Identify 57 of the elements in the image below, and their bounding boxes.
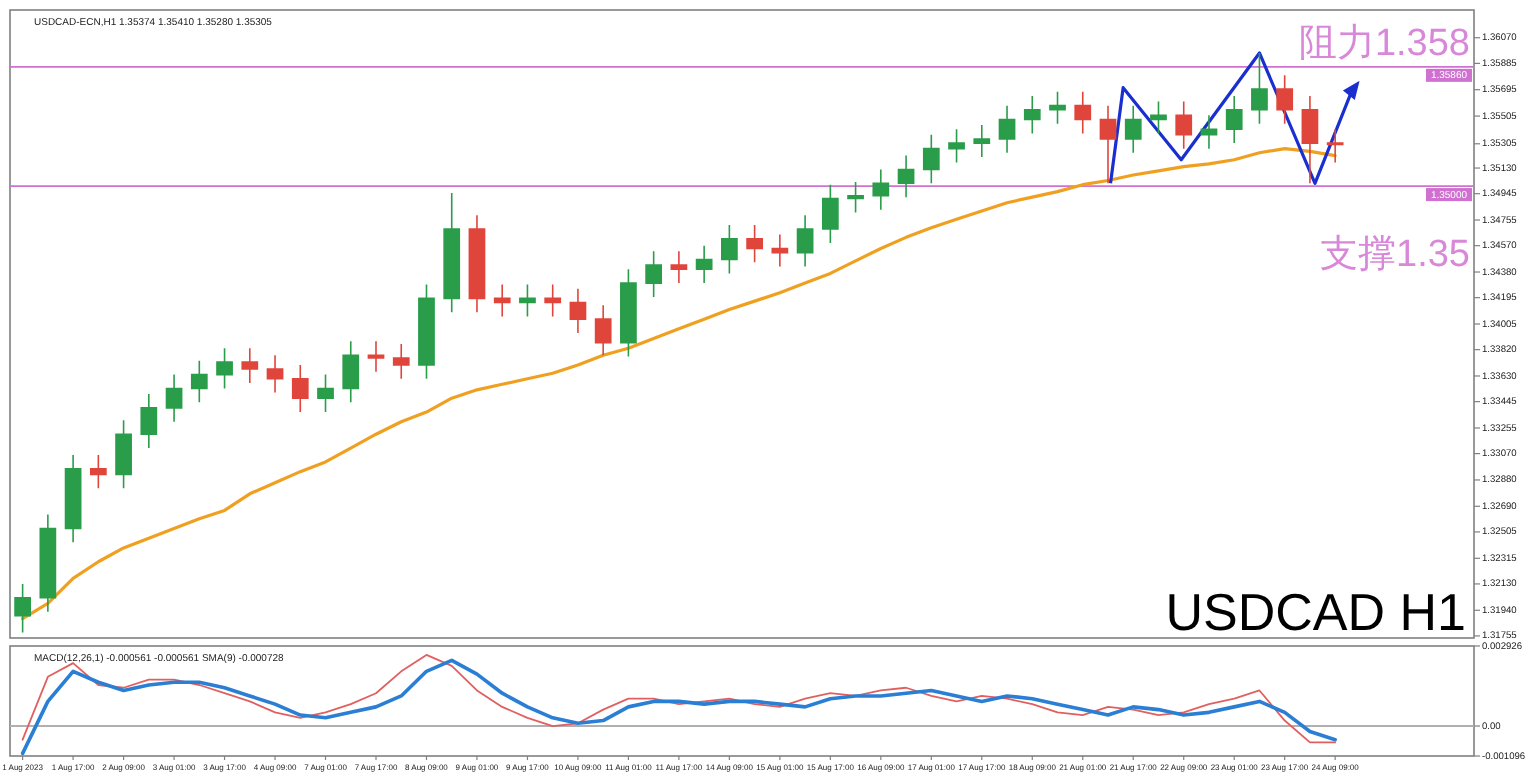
- candlestick: [948, 128, 965, 164]
- candlestick: [165, 373, 183, 423]
- candlestick: [1099, 104, 1117, 185]
- candlestick: [39, 513, 57, 613]
- candlestick: [821, 183, 839, 244]
- candlestick: [796, 214, 814, 268]
- candlestick: [1276, 74, 1294, 125]
- candlestick: [973, 124, 991, 158]
- candlestick: [695, 244, 713, 284]
- candlestick: [418, 283, 435, 380]
- candlestick: [670, 250, 688, 284]
- candlestick: [190, 359, 208, 404]
- candlestick: [519, 283, 536, 318]
- line-series: [21, 654, 1337, 744]
- candlestick: [1301, 95, 1319, 185]
- annotation: 阻力1.358: [1298, 22, 1470, 65]
- candlestick: [569, 287, 587, 334]
- candlestick: [367, 340, 385, 373]
- candlestick: [721, 224, 738, 275]
- candlestick: [1124, 104, 1142, 154]
- candlestick: [1326, 128, 1344, 164]
- candlestick: [1150, 100, 1167, 135]
- candlestick: [493, 283, 511, 318]
- candlestick: [216, 347, 233, 390]
- candlestick: [266, 354, 284, 394]
- candlestick: [645, 250, 663, 298]
- candlestick: [392, 343, 410, 380]
- annotation: USDCAD H1: [1165, 582, 1466, 642]
- candlestick: [922, 133, 940, 185]
- candlestick: [115, 419, 132, 490]
- candlestick: [1225, 95, 1243, 144]
- candlestick: [317, 373, 334, 413]
- candlestick: [1175, 100, 1193, 150]
- candlestick: [291, 364, 309, 413]
- candlestick: [1251, 52, 1268, 125]
- candlestick: [847, 181, 864, 214]
- candlestick: [342, 340, 360, 404]
- candlestick: [771, 233, 789, 268]
- candlestick: [1049, 90, 1066, 125]
- candlestick: [594, 304, 612, 356]
- candlestick: [89, 454, 107, 490]
- candlestick: [140, 393, 158, 449]
- candlestick: [897, 154, 915, 198]
- candlestick: [14, 583, 31, 634]
- candlestick: [746, 224, 763, 264]
- candlestick: [64, 454, 82, 544]
- annotation: 支撑1.35: [1320, 234, 1470, 277]
- candlestick: [1200, 114, 1218, 150]
- candlestick: [544, 283, 562, 318]
- candlestick: [241, 347, 259, 384]
- candlestick: [443, 192, 461, 314]
- candlestick: [468, 214, 486, 314]
- candlestick: [620, 268, 637, 358]
- candlestick: [998, 104, 1016, 154]
- candlestick: [1074, 90, 1092, 135]
- candlestick: [1023, 95, 1041, 135]
- candlestick: [872, 168, 890, 211]
